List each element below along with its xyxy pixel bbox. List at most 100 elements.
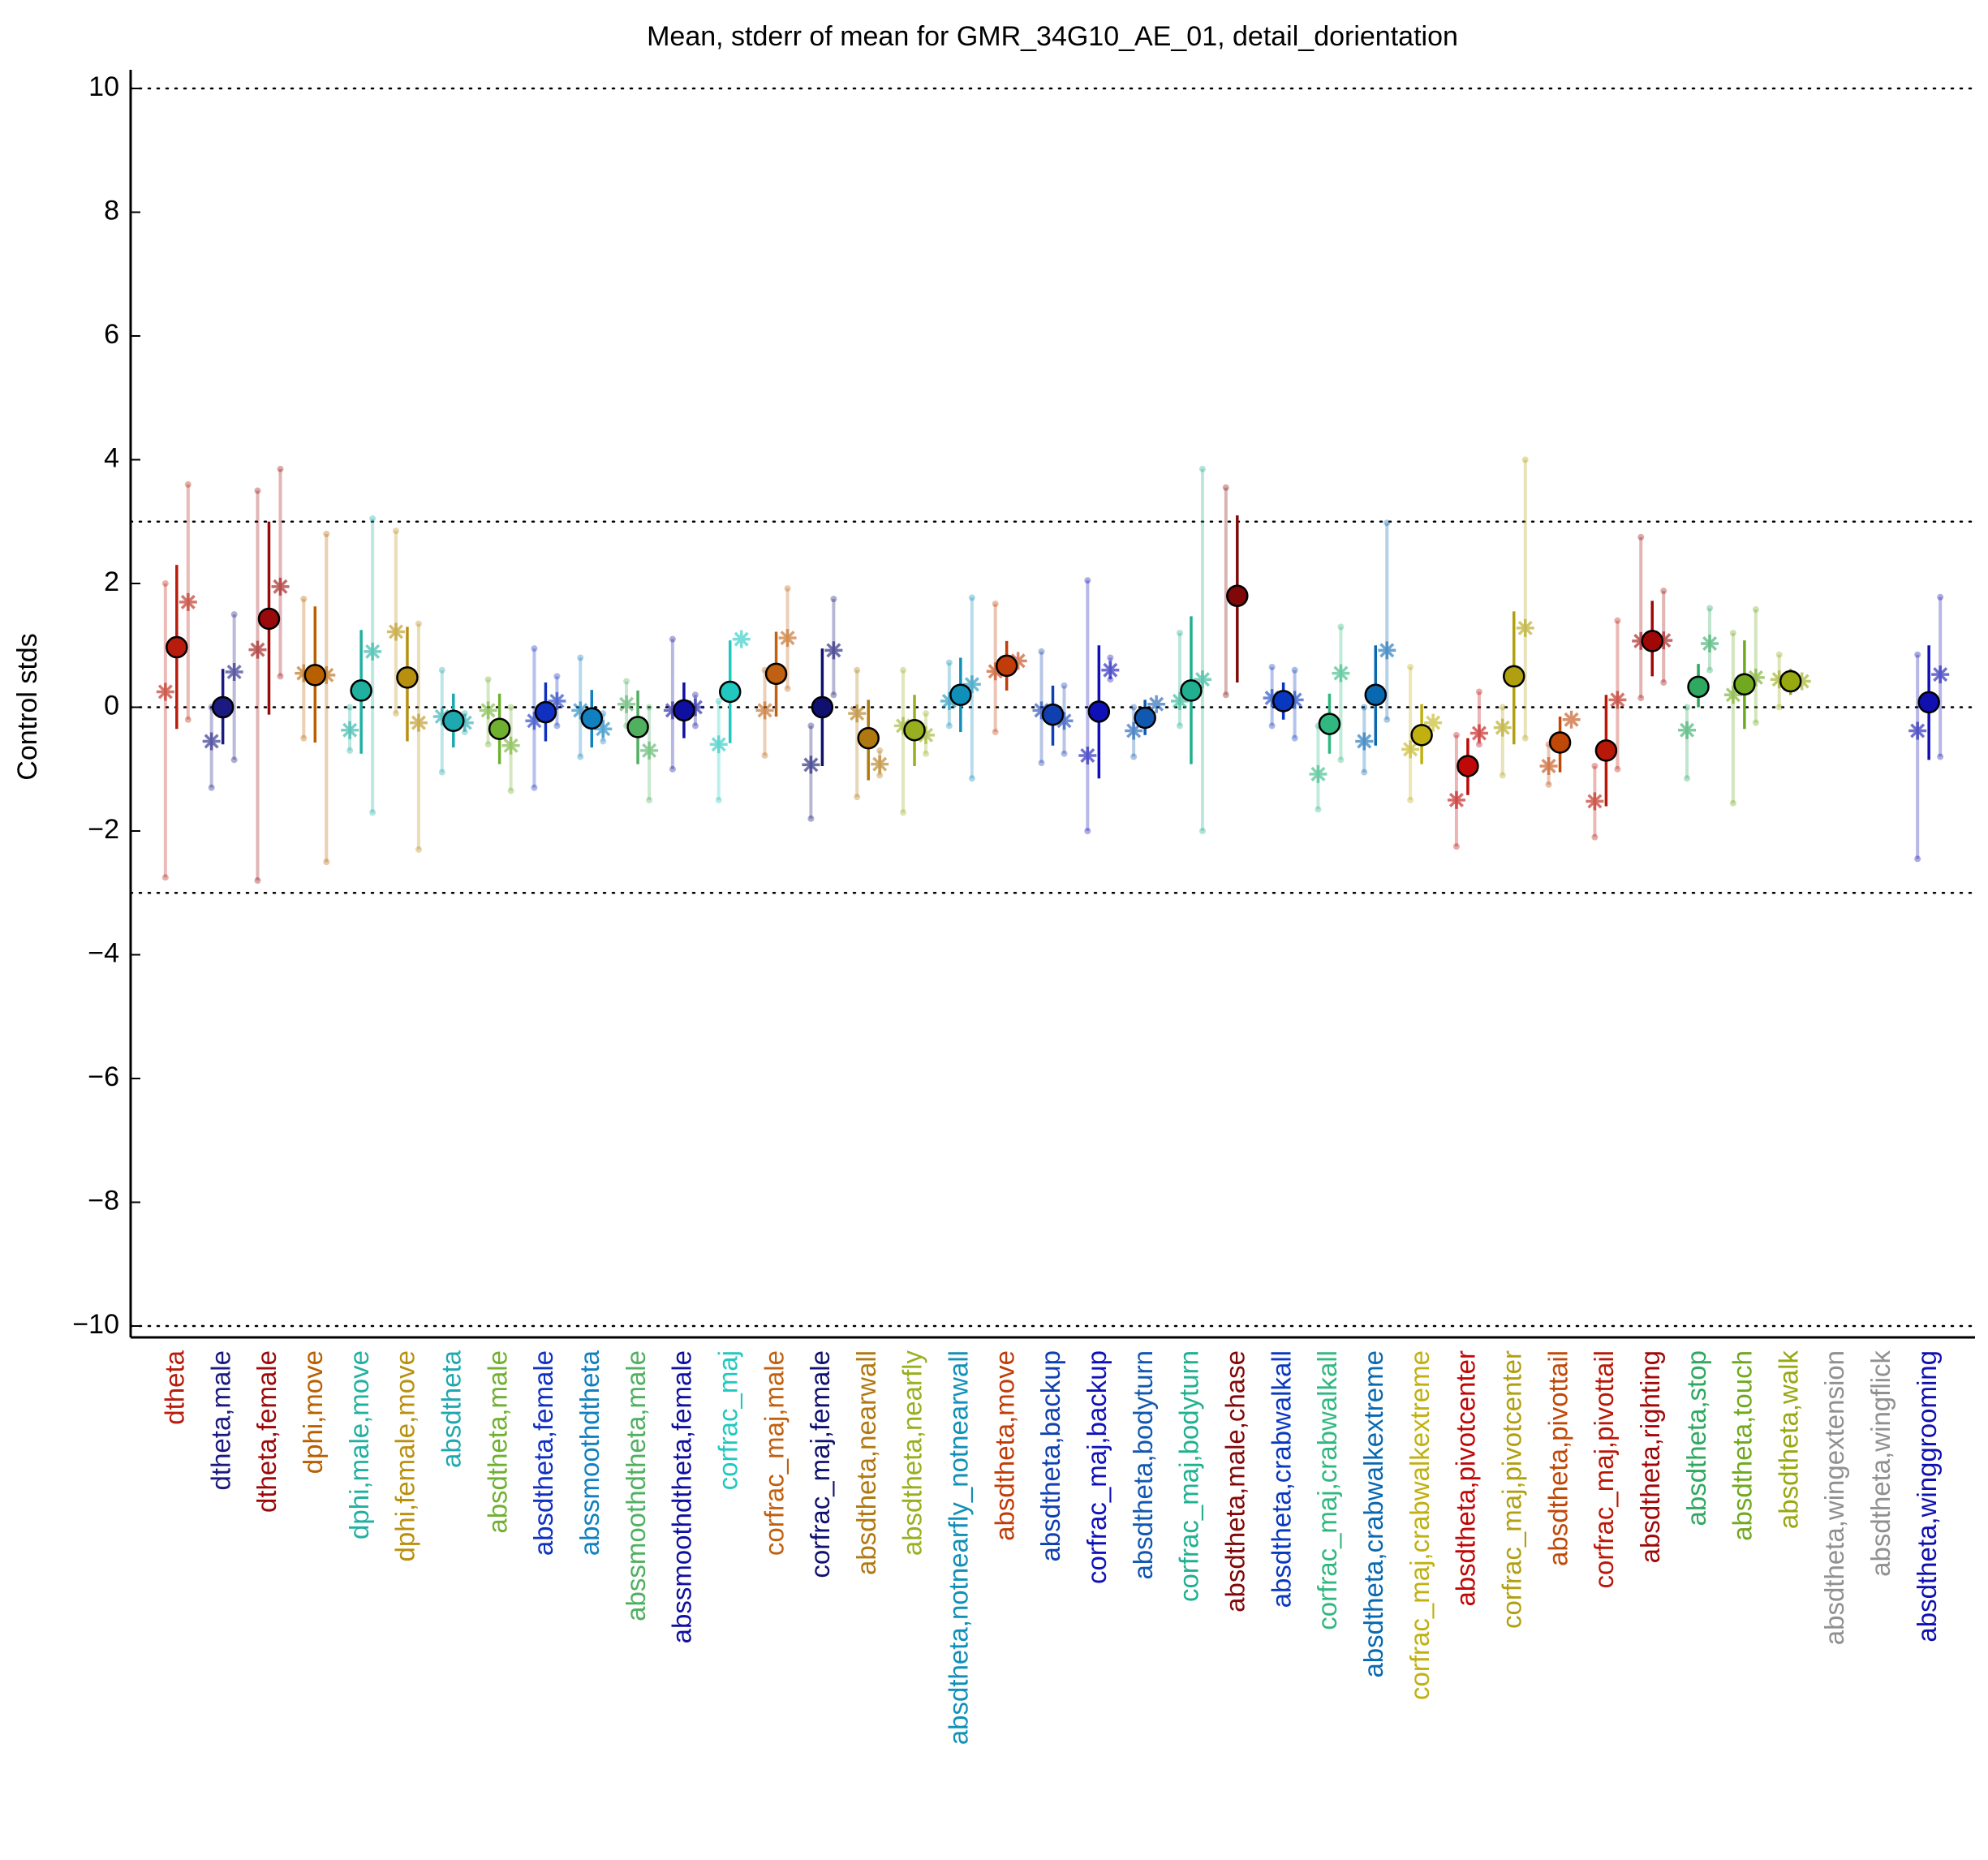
- range-end: [553, 673, 561, 680]
- x-tick-label: absdtheta,pivottail: [1543, 1350, 1573, 1566]
- asterisk: [1378, 641, 1396, 660]
- range-end: [1752, 719, 1759, 726]
- asterisk: [364, 642, 382, 661]
- asterisk: [1516, 618, 1534, 637]
- range-end: [323, 859, 330, 866]
- range-end: [715, 697, 722, 704]
- x-tick-label: corfrac_maj,backup: [1082, 1350, 1112, 1584]
- range-end: [1660, 588, 1667, 595]
- range-end: [646, 796, 653, 803]
- x-tick-label: corfrac_maj,pivotcenter: [1496, 1350, 1526, 1629]
- mean-marker: [1087, 700, 1111, 723]
- asterisk: [248, 640, 267, 659]
- range-end: [531, 645, 538, 652]
- mean-marker: [166, 635, 188, 659]
- asterisk: [1078, 746, 1097, 764]
- x-tick-label: absdtheta,winggrooming: [1912, 1350, 1942, 1643]
- asterisk: [1009, 652, 1027, 670]
- mean-marker: [1779, 670, 1802, 693]
- range-end: [1475, 741, 1482, 748]
- range-end: [300, 734, 308, 742]
- x-tick-label: dtheta,female: [252, 1350, 282, 1513]
- range-end: [346, 747, 354, 754]
- x-tick-label: corfrac_maj,pivottail: [1589, 1350, 1619, 1588]
- asterisk: [940, 691, 958, 710]
- range-end: [761, 751, 768, 759]
- range-end: [900, 809, 907, 816]
- range-end: [646, 704, 653, 711]
- asterisk: [341, 721, 359, 739]
- asterisk: [778, 629, 797, 648]
- asterisk: [732, 630, 751, 648]
- y-tick-label: −2: [88, 814, 119, 845]
- x-tick-label: absdtheta,walk: [1773, 1350, 1803, 1530]
- x-tick-label: absdtheta,move: [989, 1350, 1019, 1541]
- range-end: [577, 654, 584, 661]
- asterisk: [1655, 631, 1673, 650]
- asterisk: [802, 756, 820, 774]
- mean-marker: [396, 666, 419, 689]
- mean-marker: [1594, 739, 1618, 762]
- range-end: [1614, 617, 1621, 624]
- x-tick-label: absdtheta,pivotcenter: [1451, 1350, 1481, 1607]
- range-end: [415, 620, 422, 627]
- asterisk: [409, 713, 428, 732]
- range-end: [784, 585, 791, 592]
- range-end: [1291, 666, 1298, 674]
- range-end: [945, 722, 953, 730]
- range-end: [1315, 806, 1322, 813]
- range-end: [254, 877, 261, 884]
- x-tick-label: corfrac_maj,male: [759, 1350, 789, 1556]
- range-end: [369, 515, 377, 522]
- asterisk: [1032, 701, 1051, 720]
- range-end: [807, 722, 815, 730]
- range-end: [1937, 593, 1944, 601]
- range-end: [1521, 456, 1529, 463]
- range-end: [1521, 734, 1529, 742]
- range-end: [484, 676, 492, 683]
- mean-marker: [949, 683, 972, 706]
- asterisk: [663, 701, 682, 720]
- asterisk: [295, 664, 313, 682]
- x-tick-label: dtheta: [160, 1350, 190, 1424]
- range-end: [1729, 799, 1736, 807]
- range-end: [1499, 704, 1506, 711]
- range-end: [1361, 704, 1368, 711]
- range-end: [1383, 716, 1391, 723]
- mean-marker: [1457, 755, 1479, 777]
- range-end: [1038, 648, 1045, 655]
- range-end: [1752, 606, 1759, 614]
- range-end: [1591, 762, 1599, 769]
- range-end: [1337, 623, 1345, 631]
- asterisk: [1770, 670, 1788, 689]
- asterisk: [1055, 712, 1074, 730]
- y-tick-label: 8: [104, 195, 119, 226]
- range-end: [1706, 666, 1714, 674]
- range-end: [1038, 760, 1045, 767]
- mean-marker: [1641, 630, 1663, 652]
- asterisk: [1586, 792, 1604, 811]
- range-end: [438, 666, 445, 674]
- x-tick-label: absdtheta,stop: [1681, 1350, 1711, 1526]
- asterisk: [594, 720, 613, 738]
- mean-marker: [1318, 713, 1341, 735]
- asterisk: [1562, 710, 1581, 729]
- range-end: [1475, 688, 1482, 695]
- y-tick-label: −4: [88, 937, 119, 968]
- range-end: [1637, 533, 1645, 540]
- asterisk: [501, 736, 520, 755]
- mean-marker: [303, 664, 327, 687]
- x-tick-label: corfrac_maj,bodyturn: [1174, 1350, 1204, 1602]
- range-end: [507, 787, 514, 794]
- mean-marker: [1410, 724, 1433, 747]
- range-end: [1407, 796, 1414, 803]
- range-end: [1107, 676, 1114, 683]
- mean-marker: [534, 700, 557, 724]
- range-end: [230, 611, 238, 618]
- mean-marker: [673, 699, 695, 722]
- range-end: [1729, 630, 1736, 636]
- range-end: [507, 704, 514, 711]
- range-end: [1545, 781, 1552, 788]
- asterisk: [271, 577, 290, 596]
